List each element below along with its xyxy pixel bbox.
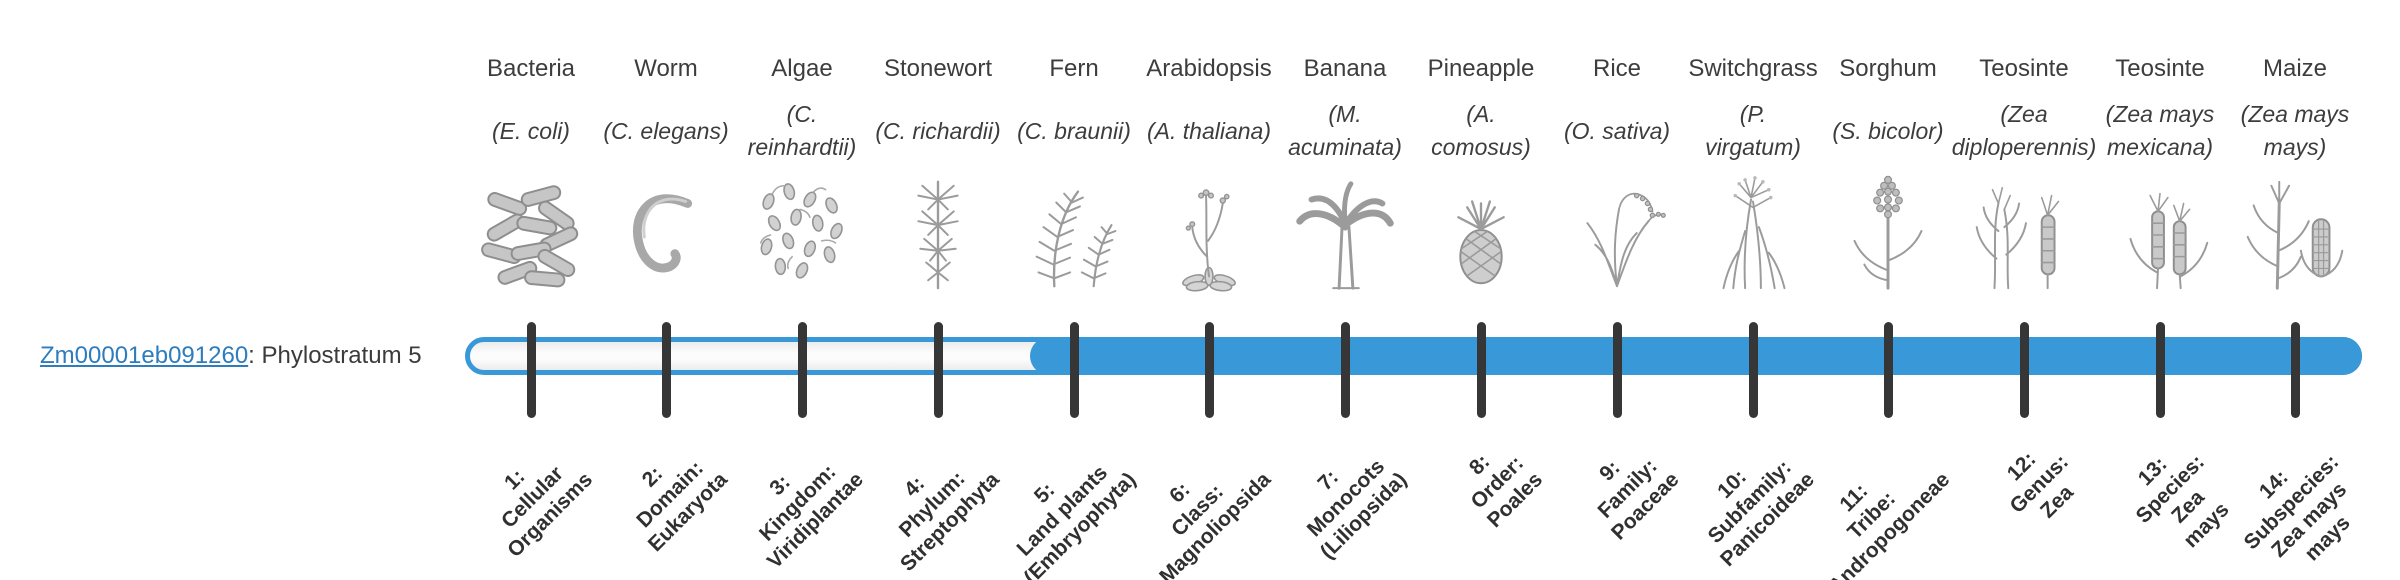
- column-sorghum: Sorghum (S. bicolor): [1808, 54, 1968, 300]
- column-teosinte-mexicana: Teosinte (Zea mays mexicana): [2080, 54, 2240, 300]
- stratum-label-12: 12: Genus: Zea: [2002, 447, 2078, 523]
- teosinte-icon: [1944, 168, 2104, 300]
- stratum-label-7: 7: Monocots (Liliopsida): [1302, 455, 1412, 564]
- column-pineapple: Pineapple (A. comosus): [1401, 54, 1561, 300]
- column-stonewort: Stonewort (C. richardii): [858, 54, 1018, 300]
- column-fern: Fern (C. braunii): [994, 54, 1154, 300]
- worm-icon: [586, 168, 746, 300]
- tick-8: [1476, 322, 1486, 418]
- stratum-label-8: 8: Order: Poales: [1465, 450, 1548, 533]
- organism-name: Switchgrass: [1688, 55, 1818, 82]
- organism-name: Banana: [1303, 55, 1387, 82]
- stratum-label-14: 14: Subspecies: Zea mays mays: [2240, 450, 2355, 566]
- column-switchgrass: Switchgrass (P. virgatum): [1673, 54, 1833, 300]
- organism-name: Arabidopsis: [1146, 55, 1272, 82]
- switchgrass-icon: [1673, 168, 1833, 300]
- stratum-label-5: 5: Land plants (Embryophyta): [1012, 461, 1141, 580]
- tick-3: [797, 322, 807, 418]
- phylostratum-fill: [1030, 337, 2362, 375]
- teosinte-icon: [2080, 168, 2240, 300]
- gene-link[interactable]: Zm00001eb091260: [40, 342, 249, 369]
- tick-12: [2019, 322, 2029, 418]
- tick-13: [2155, 322, 2165, 418]
- banana-icon: [1265, 168, 1425, 300]
- organism-name: Fern: [1049, 55, 1099, 82]
- algae-icon: [722, 168, 882, 300]
- organism-name: Worm: [634, 55, 698, 82]
- organism-name: Rice: [1592, 55, 1641, 82]
- column-algae: Algae (C. reinhardtii): [722, 54, 882, 300]
- stratum-label-6: 6: Class: Magnoliopsida: [1155, 468, 1276, 580]
- organism-latin-name: (Zea diploperennis): [1951, 101, 2097, 160]
- column-banana: Banana (M. acuminata): [1265, 54, 1425, 300]
- stratum-label-13: 13: Species: Zea mays: [2131, 450, 2233, 552]
- organism-name: Stonewort: [883, 55, 993, 82]
- stratum-label-3: 3: Kingdom: Viridiplantae: [755, 460, 869, 574]
- stratum-label-1: 1: Cellular Organisms: [497, 462, 598, 563]
- tick-11: [1883, 322, 1893, 418]
- column-bacteria: Bacteria (E. coli): [451, 54, 611, 300]
- fern-icon: [994, 168, 1154, 300]
- organism-latin-name: (C. richardii): [875, 117, 1001, 144]
- organism-latin-name: (Zea mays mexicana): [2105, 101, 2215, 160]
- organism-latin-name: (Zea mays mays): [2240, 101, 2350, 160]
- tick-4: [933, 322, 943, 418]
- organism-latin-name: (A. thaliana): [1146, 117, 1271, 144]
- sorghum-icon: [1808, 168, 1968, 300]
- organism-name: Sorghum: [1839, 55, 1937, 82]
- organism-latin-name: (C. reinhardtii): [747, 101, 857, 160]
- gene-phylostratum-text: : Phylostratum 5: [248, 342, 422, 369]
- organism-name: Maize: [2262, 55, 2328, 82]
- organism-latin-name: (A. comosus): [1431, 101, 1531, 160]
- organism-name: Pineapple: [1427, 55, 1535, 82]
- organism-name: Teosinte: [2115, 55, 2205, 82]
- column-maize: Maize (Zea mays mays): [2215, 54, 2375, 300]
- organism-latin-name: (M. acuminata): [1288, 101, 1402, 160]
- tick-7: [1340, 322, 1350, 418]
- tick-9: [1612, 322, 1622, 418]
- tick-1: [526, 322, 536, 418]
- organism-latin-name: (O. sativa): [1563, 117, 1671, 144]
- tick-6: [1204, 322, 1214, 418]
- column-arabidopsis: Arabidopsis (A. thaliana): [1129, 54, 1289, 300]
- stratum-label-2: 2: Domain: Eukaryota: [632, 456, 733, 557]
- organism-latin-name: (C. elegans): [603, 117, 729, 144]
- stratum-label-9: 9: Family: Poaceae: [1593, 454, 1684, 545]
- arabidopsis-icon: [1129, 168, 1289, 300]
- tick-10: [1748, 322, 1758, 418]
- column-worm: Worm (C. elegans): [586, 54, 746, 300]
- stonewort-icon: [858, 168, 1018, 300]
- stratum-label-4: 4: Phylum: Streptophyta: [895, 467, 1005, 577]
- pineapple-icon: [1401, 168, 1561, 300]
- bacteria-icon: [451, 168, 611, 300]
- organism-latin-name: (S. bicolor): [1832, 117, 1944, 144]
- stratum-label-11: 11: Tribe: Andropogoneae: [1824, 468, 1955, 580]
- gene-label: Zm00001eb091260: Phylostratum 5: [40, 342, 422, 370]
- tick-5: [1069, 322, 1079, 418]
- organism-latin-name: (E. coli): [492, 117, 570, 144]
- organism-name: Bacteria: [486, 55, 576, 82]
- column-rice: Rice (O. sativa): [1537, 54, 1697, 300]
- organism-name: Teosinte: [1979, 55, 2069, 82]
- column-teosinte-diploperennis: Teosinte (Zea diploperennis): [1944, 54, 2104, 300]
- tick-14: [2290, 322, 2300, 418]
- tick-2: [661, 322, 671, 418]
- organism-latin-name: (C. braunii): [1017, 117, 1131, 144]
- organism-name: Algae: [771, 55, 833, 82]
- maize-icon: [2215, 168, 2375, 300]
- organism-latin-name: (P. virgatum): [1705, 101, 1801, 160]
- rice-icon: [1537, 168, 1697, 300]
